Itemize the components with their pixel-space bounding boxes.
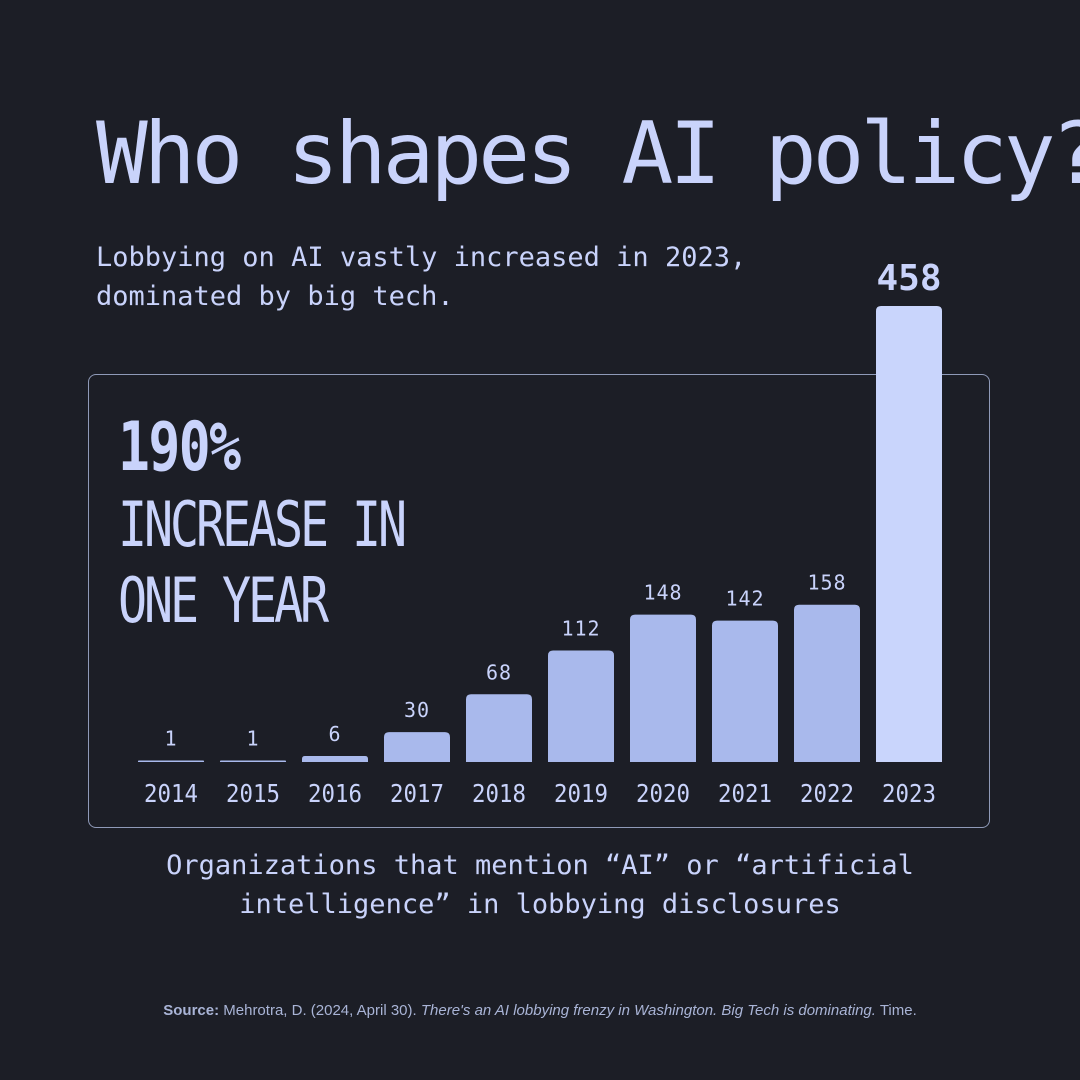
- bar-2014: [138, 760, 204, 762]
- value-label-2016: 6: [328, 722, 341, 746]
- bars-group: 1 2014 1 2015 6 2016 30 2017 68 2018 112 2019 148 202…: [138, 258, 942, 808]
- value-label-2017: 30: [404, 698, 430, 722]
- value-label-2023: 458: [876, 258, 941, 299]
- subtitle-line-1: Lobbying on AI vastly increased in 2023,: [96, 242, 747, 273]
- stat-value: 190%: [118, 408, 241, 487]
- source-label: Source:: [163, 1002, 220, 1019]
- bar-2021: [712, 620, 778, 762]
- bar-2017: [384, 732, 450, 762]
- bar-2015: [220, 760, 286, 762]
- value-label-2019: 112: [561, 616, 600, 640]
- x-tick-label-2014: 2014: [144, 779, 198, 808]
- stat-label-line-1: INCREASE IN: [118, 488, 407, 561]
- x-tick-label-2021: 2021: [718, 779, 772, 808]
- chart-caption: Organizations that mention “AI” or “arti…: [0, 846, 1080, 924]
- source-text-2: Time.: [875, 1002, 917, 1019]
- stat-callout: 190% INCREASE IN ONE YEAR: [118, 408, 407, 638]
- x-tick-label-2015: 2015: [226, 779, 280, 808]
- value-label-2020: 148: [643, 581, 682, 605]
- bar-2020: [630, 614, 696, 762]
- source-text-1: Mehrotra, D. (2024, April 30).: [219, 1002, 421, 1019]
- source-article-title: There's an AI lobbying frenzy in Washing…: [420, 1002, 876, 1019]
- bar-2023: [876, 306, 942, 762]
- x-tick-label-2016: 2016: [308, 779, 362, 808]
- x-tick-label-2022: 2022: [800, 779, 854, 808]
- x-tick-label-2018: 2018: [472, 779, 526, 808]
- bar-2019: [548, 650, 614, 762]
- bar-2018: [466, 694, 532, 762]
- value-label-2021: 142: [725, 587, 764, 611]
- stat-label-line-2: ONE YEAR: [118, 564, 329, 637]
- value-label-2022: 158: [807, 571, 846, 595]
- chart-panel: [88, 374, 990, 828]
- bar-2022: [794, 604, 860, 762]
- value-label-2018: 68: [486, 660, 512, 684]
- subtitle-line-2: dominated by big tech.: [96, 281, 454, 312]
- x-tick-label-2023: 2023: [882, 779, 936, 808]
- chart-subtitle: Lobbying on AI vastly increased in 2023,…: [96, 238, 746, 316]
- caption-line-1: Organizations that mention “AI” or “arti…: [166, 850, 914, 881]
- value-label-2015: 1: [246, 727, 259, 751]
- x-tick-label-2017: 2017: [390, 779, 444, 808]
- source-citation: Source: Mehrotra, D. (2024, April 30). T…: [0, 1002, 1080, 1019]
- x-tick-label-2019: 2019: [554, 779, 608, 808]
- value-label-2014: 1: [164, 727, 177, 751]
- chart-title: Who shapes AI policy?: [96, 104, 1080, 204]
- bar-2016: [302, 756, 368, 762]
- x-tick-label-2020: 2020: [636, 779, 690, 808]
- caption-line-2: intelligence” in lobbying disclosures: [239, 889, 841, 920]
